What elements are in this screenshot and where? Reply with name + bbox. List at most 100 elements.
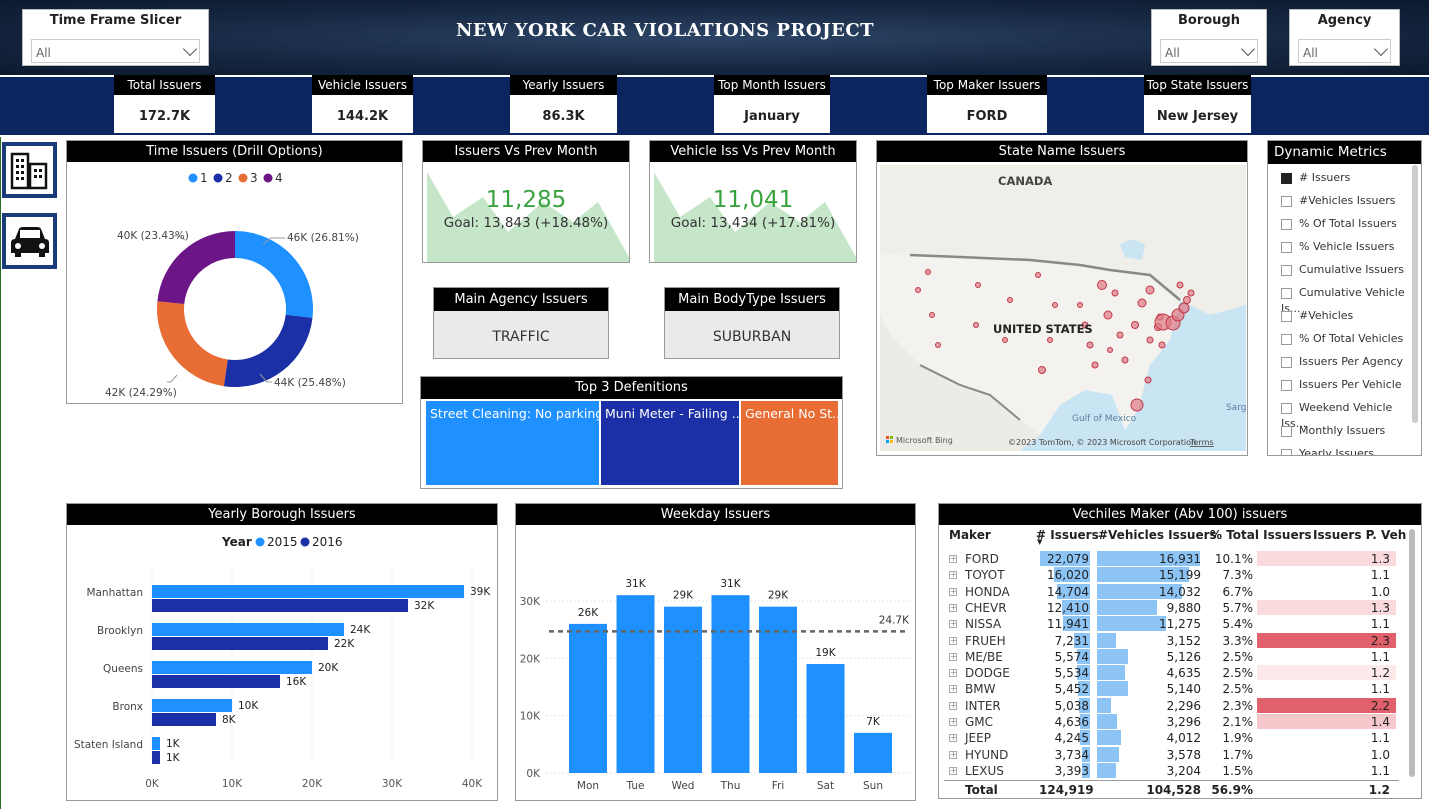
donut-slice[interactable] xyxy=(157,231,235,304)
table-row[interactable]: + ME/BE 5,574 5,126 2.5% 1.1 xyxy=(944,648,1399,665)
expand-icon[interactable]: + xyxy=(949,635,957,645)
bar[interactable] xyxy=(152,599,408,612)
table-row[interactable]: + TOYOT 16,020 15,199 7.3% 1.1 xyxy=(944,567,1399,583)
table-row[interactable]: + NISSA 11,941 11,275 5.4% 1.1 xyxy=(944,616,1399,632)
metric-option[interactable]: Issuers Per Vehicle xyxy=(1281,377,1402,393)
expand-icon[interactable]: + xyxy=(949,765,957,775)
timeframe-slicer[interactable]: Time Frame Slicer All xyxy=(22,9,209,66)
metric-option[interactable]: Weekend Vehicle Iss... xyxy=(1281,400,1413,430)
borough-bar-chart[interactable]: Year 2015 2016 0K 10K 20K 30K 40K Manhattan 3… xyxy=(67,525,497,800)
metric-option[interactable]: Yearly Issuers xyxy=(1281,446,1374,455)
bar[interactable] xyxy=(616,595,655,773)
table-row[interactable]: + FRUEH 7,231 3,152 3.3% 2.3 xyxy=(944,632,1399,649)
metric-option[interactable]: Cumulative Vehicle Is... xyxy=(1281,285,1413,315)
metric-option[interactable]: Monthly Issuers xyxy=(1281,423,1385,439)
borough-slicer[interactable]: Borough All xyxy=(1151,9,1267,66)
bar[interactable] xyxy=(152,699,232,712)
bar[interactable] xyxy=(152,637,328,650)
donut-chart[interactable]: 1 2 3 4 46K (26.81%) 44K (25.48%) 42K (2… xyxy=(67,162,402,403)
table-row[interactable]: + HYUND 3,734 3,578 1.7% 1.0 xyxy=(944,746,1399,763)
metrics-scrollbar[interactable] xyxy=(1412,165,1418,423)
bar[interactable] xyxy=(152,713,216,726)
treemap-tile[interactable]: General No St... xyxy=(741,401,838,485)
map-canvas[interactable]: CANADA UNITED STATES Gulf of Mexico Sarg… xyxy=(880,165,1246,451)
table-row[interactable]: + INTER 5,038 2,296 2.3% 2.2 xyxy=(944,697,1399,714)
metric-option[interactable]: #Vehicles Issuers xyxy=(1281,193,1395,209)
table-scrollbar[interactable] xyxy=(1409,529,1415,777)
weekday-bar-chart[interactable]: 0K 10K 20K 30K 26K Mon 31K Tue 29K Wed 31K Thu 29K F… xyxy=(516,525,915,800)
expand-icon[interactable]: + xyxy=(949,570,957,580)
expand-icon[interactable]: + xyxy=(949,684,957,694)
checkbox[interactable] xyxy=(1281,241,1292,253)
nav-buildings-button[interactable] xyxy=(2,142,57,198)
expand-icon[interactable]: + xyxy=(949,651,957,661)
nav-car-button[interactable] xyxy=(2,213,57,269)
timeframe-dropdown[interactable]: All xyxy=(31,39,200,63)
expand-icon[interactable]: + xyxy=(949,749,957,759)
col-header-vehicles[interactable]: #Vehicles Issuers xyxy=(1098,528,1217,542)
map-terms-link[interactable]: Terms xyxy=(1189,438,1214,447)
checkbox[interactable] xyxy=(1281,172,1292,184)
checkbox[interactable] xyxy=(1281,287,1292,299)
bar[interactable] xyxy=(711,595,750,773)
agency-dropdown[interactable]: All xyxy=(1298,39,1391,63)
checkbox[interactable] xyxy=(1281,379,1292,391)
table-row[interactable]: + CHEVR 12,410 9,880 5.7% 1.3 xyxy=(944,599,1399,616)
bar[interactable] xyxy=(569,623,607,773)
bar[interactable] xyxy=(664,606,702,773)
checkbox[interactable] xyxy=(1281,402,1292,414)
bar[interactable] xyxy=(152,737,160,750)
expand-icon[interactable]: + xyxy=(949,586,957,596)
bar[interactable] xyxy=(152,585,464,598)
checkbox[interactable] xyxy=(1281,218,1292,230)
checkbox[interactable] xyxy=(1281,310,1292,322)
cell-ipv: 1.1 xyxy=(1370,763,1390,778)
col-header-issuers[interactable]: # Issuers xyxy=(1036,528,1099,542)
table-row[interactable]: + FORD 22,079 16,931 10.1% 1.3 xyxy=(944,551,1399,567)
bar[interactable] xyxy=(152,751,160,764)
agency-slicer[interactable]: Agency All xyxy=(1289,9,1400,66)
metric-option[interactable]: Cumulative Issuers xyxy=(1281,262,1404,278)
table-row[interactable]: + BMW 5,452 5,140 2.5% 1.1 xyxy=(944,681,1399,697)
expand-icon[interactable]: + xyxy=(949,700,957,710)
checkbox[interactable] xyxy=(1281,448,1292,455)
expand-icon[interactable]: + xyxy=(949,733,957,743)
checkbox[interactable] xyxy=(1281,195,1292,207)
col-header-maker[interactable]: Maker xyxy=(949,528,991,542)
bar[interactable] xyxy=(759,606,797,773)
metric-option[interactable]: % Of Total Issuers xyxy=(1281,216,1397,232)
expand-icon[interactable]: + xyxy=(949,602,957,612)
bar[interactable] xyxy=(152,661,312,674)
table-row[interactable]: + HONDA 14,704 14,032 6.7% 1.0 xyxy=(944,583,1399,600)
expand-icon[interactable]: + xyxy=(949,554,957,563)
bar[interactable] xyxy=(152,675,280,688)
table-row[interactable]: + DODGE 5,534 4,635 2.5% 1.2 xyxy=(944,665,1399,681)
metric-option[interactable]: # Issuers xyxy=(1281,170,1350,186)
treemap-tile[interactable]: Street Cleaning: No parking... xyxy=(426,401,599,485)
checkbox[interactable] xyxy=(1281,264,1292,276)
table-row[interactable]: + GMC 4,636 3,296 2.1% 1.4 xyxy=(944,714,1399,730)
checkbox[interactable] xyxy=(1281,356,1292,368)
metric-option[interactable]: #Vehicles xyxy=(1281,308,1353,324)
checkbox[interactable] xyxy=(1281,333,1292,345)
expand-icon[interactable]: + xyxy=(949,668,957,678)
donut-slice[interactable] xyxy=(223,314,313,387)
borough-dropdown[interactable]: All xyxy=(1160,39,1258,63)
table-row[interactable]: + LEXUS 3,393 3,204 1.5% 1.1 xyxy=(944,762,1399,779)
bar[interactable] xyxy=(806,664,845,773)
treemap-tile[interactable]: Muni Meter - Failing ... xyxy=(601,401,739,485)
bar[interactable] xyxy=(152,623,344,636)
metric-option[interactable]: % Vehicle Issuers xyxy=(1281,239,1394,255)
bar[interactable] xyxy=(854,732,892,773)
metric-option[interactable]: % Of Total Vehicles xyxy=(1281,331,1403,347)
table-row[interactable]: + JEEP 4,245 4,012 1.9% 1.1 xyxy=(944,730,1399,746)
checkbox[interactable] xyxy=(1281,425,1292,437)
donut-slice[interactable] xyxy=(235,231,313,318)
expand-icon[interactable]: + xyxy=(949,717,957,726)
col-header-pct[interactable]: % Total Issuers xyxy=(1210,528,1312,542)
metric-option[interactable]: Issuers Per Agency xyxy=(1281,354,1403,370)
col-header-ipv[interactable]: Issuers P. Veh xyxy=(1313,528,1407,542)
donut-slice[interactable] xyxy=(157,301,228,387)
expand-icon[interactable]: + xyxy=(949,619,957,629)
issuers-databar xyxy=(1081,746,1090,762)
